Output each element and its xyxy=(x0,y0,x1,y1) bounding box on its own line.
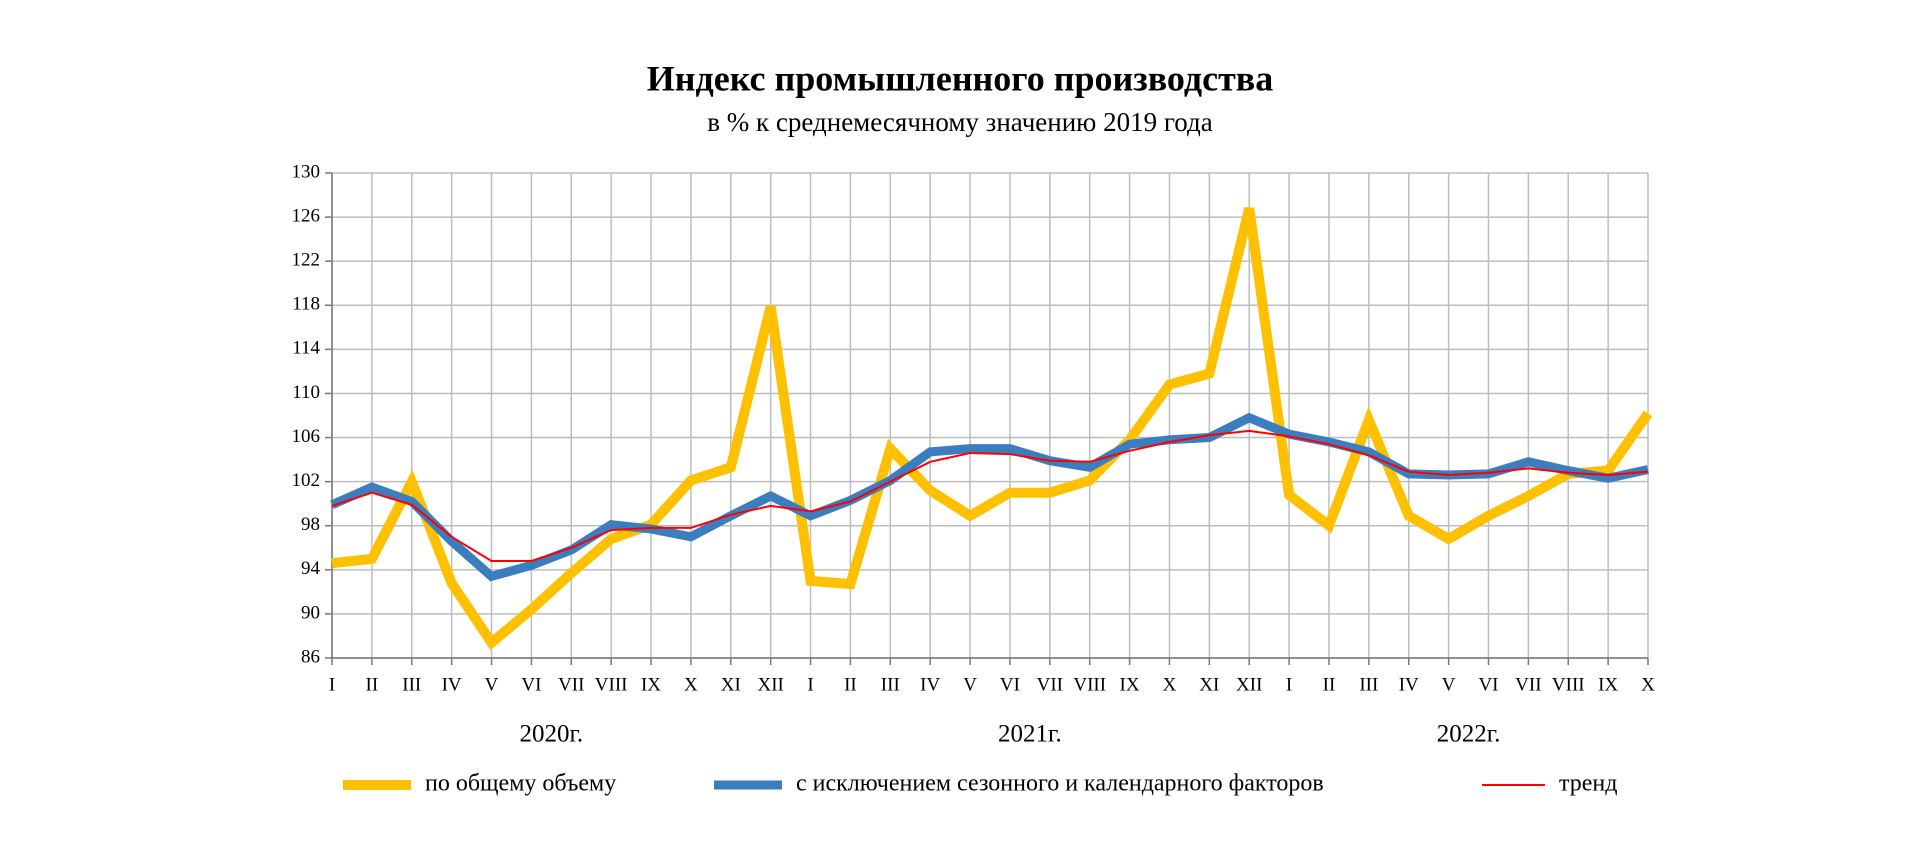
x-tick-label: XI xyxy=(1199,674,1219,695)
x-tick-label: II xyxy=(366,674,379,695)
x-tick-label: VI xyxy=(521,674,541,695)
x-tick-label: X xyxy=(684,674,698,695)
x-tick-label: XII xyxy=(1236,674,1262,695)
legend-label: тренд xyxy=(1559,771,1618,797)
x-tick-label: X xyxy=(1641,674,1655,695)
x-group-label: 2022г. xyxy=(1437,721,1501,748)
x-tick-label: V xyxy=(1442,674,1456,695)
x-tick-label: XI xyxy=(721,674,741,695)
y-tick-label: 114 xyxy=(292,338,320,359)
x-tick-label: XII xyxy=(757,674,783,695)
x-tick-label: I xyxy=(807,674,813,695)
x-tick-label: VI xyxy=(1000,674,1020,695)
x-tick-label: V xyxy=(963,674,977,695)
x-tick-label: VIII xyxy=(1073,674,1106,695)
y-tick-label: 90 xyxy=(301,602,320,623)
y-tick-label: 122 xyxy=(292,250,321,271)
y-tick-label: 102 xyxy=(292,470,321,491)
x-tick-label: II xyxy=(844,674,857,695)
x-tick-label: VIII xyxy=(595,674,628,695)
y-tick-label: 130 xyxy=(292,161,321,182)
x-tick-label: VII xyxy=(1515,674,1541,695)
series-line xyxy=(331,207,1653,650)
y-tick-label: 118 xyxy=(292,294,320,315)
y-tick-label: 98 xyxy=(301,514,320,535)
x-tick-label: III xyxy=(881,674,900,695)
y-tick-label: 86 xyxy=(301,646,320,667)
x-tick-label: V xyxy=(485,674,499,695)
y-tick-label: 94 xyxy=(301,558,321,579)
x-tick-label: I xyxy=(1286,674,1292,695)
x-group-label: 2021г. xyxy=(998,721,1062,748)
x-tick-label: IV xyxy=(920,674,940,695)
x-tick-label: VIII xyxy=(1552,674,1585,695)
x-tick-label: IX xyxy=(1598,674,1618,695)
series-line xyxy=(331,429,1649,562)
y-tick-label: 106 xyxy=(292,426,321,447)
x-group-label: 2020г. xyxy=(519,721,583,748)
chart-subtitle: в % к среднемесячному значению 2019 года xyxy=(707,107,1212,137)
legend-label: с исключением сезонного и календарного ф… xyxy=(796,771,1324,797)
x-tick-label: VI xyxy=(1478,674,1498,695)
x-tick-label: III xyxy=(1359,674,1378,695)
series-line xyxy=(330,412,1649,582)
x-tick-label: X xyxy=(1163,674,1177,695)
legend-label: по общему объему xyxy=(425,771,616,797)
x-tick-label: III xyxy=(402,674,421,695)
x-tick-label: IX xyxy=(1120,674,1140,695)
x-tick-label: IX xyxy=(641,674,661,695)
x-tick-label: IV xyxy=(442,674,462,695)
x-tick-label: VII xyxy=(1037,674,1063,695)
x-tick-label: VII xyxy=(558,674,584,695)
chart-title: Индекс промышленного производства xyxy=(647,58,1273,98)
y-tick-label: 110 xyxy=(292,382,320,403)
y-tick-label: 126 xyxy=(292,205,321,226)
x-tick-label: II xyxy=(1323,674,1336,695)
x-tick-label: I xyxy=(329,674,335,695)
x-tick-label: IV xyxy=(1399,674,1419,695)
